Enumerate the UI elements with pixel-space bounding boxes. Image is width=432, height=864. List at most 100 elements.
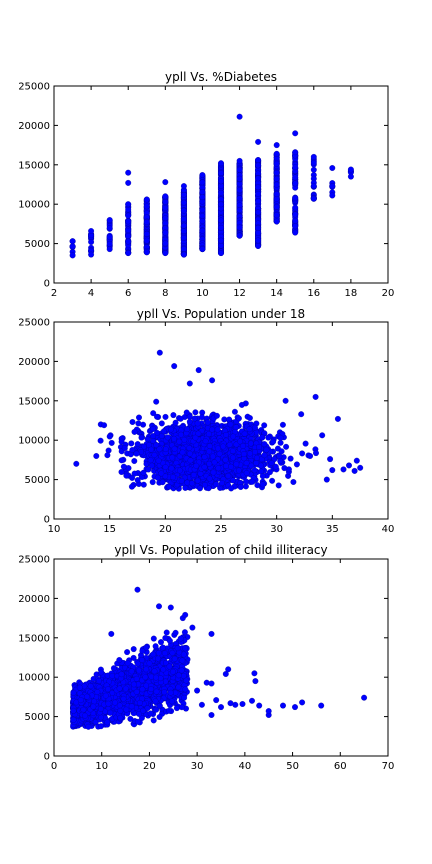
data-point xyxy=(252,424,258,431)
data-point xyxy=(255,225,262,231)
x-tick-label: 18 xyxy=(345,288,358,299)
data-point xyxy=(329,192,336,199)
data-point xyxy=(143,196,150,203)
data-point xyxy=(277,439,284,446)
data-point xyxy=(199,212,206,219)
data-point xyxy=(171,363,178,370)
data-point xyxy=(258,462,264,469)
data-point xyxy=(292,204,299,211)
data-point xyxy=(261,441,268,448)
data-point xyxy=(252,449,258,455)
data-point xyxy=(259,473,266,480)
data-point xyxy=(310,159,317,166)
y-tick-label: 10000 xyxy=(18,200,50,211)
data-point xyxy=(143,219,150,226)
data-point xyxy=(180,207,187,214)
data-point xyxy=(213,481,220,488)
data-point xyxy=(225,472,232,479)
data-point xyxy=(131,458,138,464)
data-point xyxy=(125,233,132,240)
data-point xyxy=(154,474,161,481)
data-point xyxy=(162,215,169,222)
data-point xyxy=(191,415,198,422)
y-tick-label: 20000 xyxy=(18,357,50,368)
data-point xyxy=(106,433,113,440)
data-point xyxy=(201,464,208,471)
data-point xyxy=(275,482,282,489)
y-tick-label: 0 xyxy=(44,515,50,526)
data-point xyxy=(283,443,290,450)
data-point xyxy=(179,449,186,456)
data-point xyxy=(88,251,95,258)
data-point xyxy=(292,217,299,224)
data-point xyxy=(281,465,288,472)
data-point xyxy=(214,445,221,452)
data-point xyxy=(230,433,237,440)
data-point xyxy=(231,408,238,415)
data-point xyxy=(186,445,193,451)
scatter-points xyxy=(69,113,354,259)
data-point xyxy=(255,243,262,249)
data-point xyxy=(143,230,150,237)
data-point xyxy=(247,450,253,457)
data-point xyxy=(233,461,240,468)
data-point xyxy=(145,466,152,473)
subplot-diabetes: ypll Vs. %Diabetes 2 4 6 8 10 12 14 16 18 2005000… xyxy=(18,70,394,299)
data-point xyxy=(134,477,141,484)
data-point xyxy=(130,646,137,653)
data-point xyxy=(312,393,319,400)
data-point xyxy=(184,426,191,433)
data-point xyxy=(202,438,209,445)
x-tick-label: 16 xyxy=(307,288,320,299)
chart-title: ypll Vs. %Diabetes xyxy=(165,70,277,84)
data-point xyxy=(129,419,136,425)
y-tick-label: 5000 xyxy=(25,475,50,486)
data-point xyxy=(298,411,305,418)
data-point xyxy=(292,130,299,137)
data-point xyxy=(140,481,147,488)
data-point xyxy=(243,478,250,485)
data-point xyxy=(131,428,138,435)
x-tick-label: 35 xyxy=(326,524,339,535)
data-point xyxy=(268,460,275,467)
data-point xyxy=(192,409,199,416)
data-point xyxy=(206,460,213,467)
data-point xyxy=(357,464,364,471)
data-point xyxy=(236,232,243,239)
data-point xyxy=(347,173,354,180)
data-point xyxy=(218,201,224,208)
data-point xyxy=(249,478,256,485)
data-point xyxy=(158,420,165,427)
chart-title: ypll Vs. Population under 18 xyxy=(137,307,305,321)
y-tick-label: 25000 xyxy=(18,318,50,329)
data-point xyxy=(199,246,206,253)
x-tick-label: 14 xyxy=(270,288,283,299)
data-point xyxy=(162,413,169,420)
data-point xyxy=(104,452,111,459)
data-point xyxy=(170,412,177,419)
data-point xyxy=(162,179,169,186)
x-tick-label: 10 xyxy=(48,524,61,535)
y-tick-label: 0 xyxy=(44,279,50,290)
data-point xyxy=(168,426,174,433)
data-point xyxy=(253,454,260,461)
data-point xyxy=(106,246,113,253)
data-point xyxy=(273,203,280,210)
data-point xyxy=(246,415,253,421)
x-tick-label: 10 xyxy=(196,288,209,299)
data-point xyxy=(199,172,206,178)
data-point xyxy=(216,450,223,457)
data-point xyxy=(292,195,299,201)
data-point xyxy=(148,446,155,453)
data-point xyxy=(180,228,187,235)
data-point xyxy=(270,438,277,445)
data-point xyxy=(173,705,180,712)
data-point xyxy=(292,149,299,156)
data-point xyxy=(143,203,150,210)
data-point xyxy=(118,469,125,475)
data-point xyxy=(193,462,200,469)
data-point xyxy=(129,474,136,481)
data-point xyxy=(162,464,169,471)
data-point xyxy=(256,444,262,450)
data-point xyxy=(164,434,171,441)
